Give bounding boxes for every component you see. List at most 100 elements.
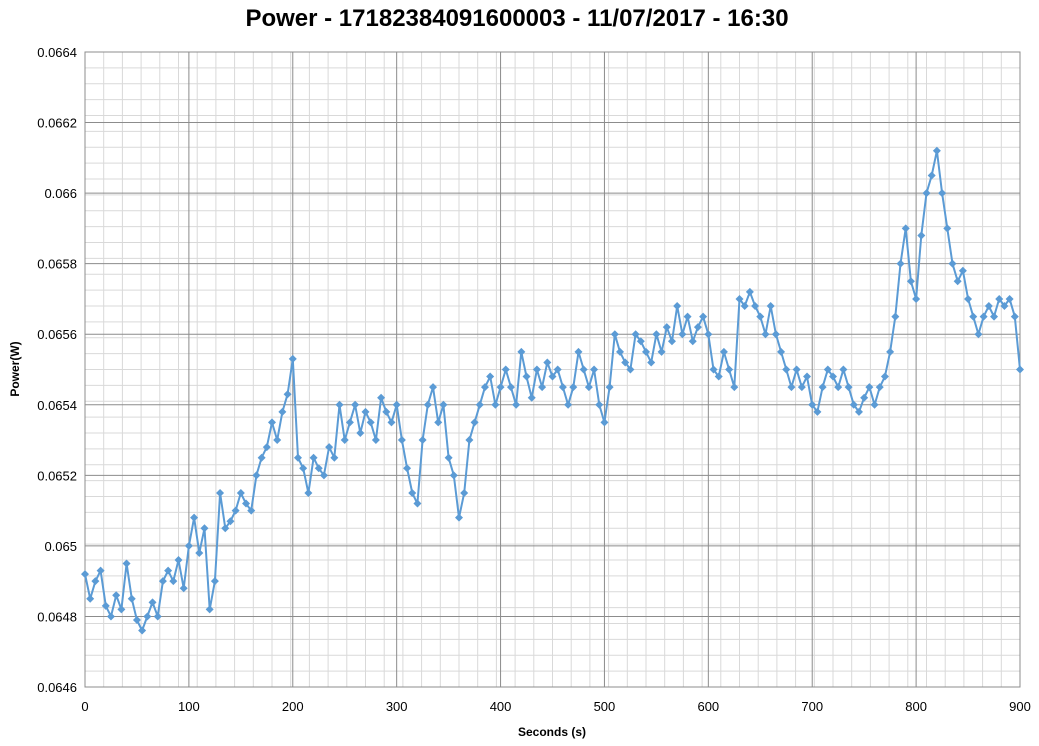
data-point-marker — [210, 577, 219, 586]
data-point-marker — [974, 330, 983, 339]
data-point-marker — [584, 383, 593, 392]
y-axis-label: Power(W) — [8, 341, 22, 396]
data-point-marker — [756, 312, 765, 321]
data-point-marker — [190, 513, 199, 522]
data-point-marker — [1000, 302, 1009, 310]
data-point-marker — [278, 407, 287, 416]
data-point-marker — [719, 347, 728, 356]
data-point-marker — [117, 605, 126, 614]
data-point-marker — [486, 372, 495, 381]
data-point-marker — [200, 524, 209, 533]
y-axis-ticks: 0.0646 0.0648 0.065 0.0652 0.0654 0.0656 0.065… — [37, 45, 77, 695]
data-point-marker — [418, 436, 427, 445]
data-point-marker — [730, 383, 739, 392]
data-point-marker — [501, 365, 510, 374]
x-tick-label: 100 — [178, 699, 200, 714]
data-point-marker — [268, 418, 276, 427]
data-point-marker — [465, 436, 474, 445]
data-point-marker — [179, 584, 188, 593]
x-tick-label: 0 — [81, 699, 88, 714]
data-point-marker — [673, 302, 682, 310]
data-point-marker — [803, 372, 812, 381]
data-point-marker — [927, 171, 936, 180]
data-point-marker — [122, 559, 131, 568]
data-point-marker — [1016, 365, 1024, 374]
data-point-marker — [605, 383, 614, 392]
data-point-marker — [283, 390, 292, 399]
data-point-marker — [938, 189, 947, 198]
x-tick-label: 600 — [697, 699, 719, 714]
data-point-marker — [221, 524, 230, 533]
data-point-marker — [252, 471, 261, 480]
data-point-marker — [849, 400, 858, 409]
data-point-marker — [917, 231, 926, 240]
data-point-marker — [81, 570, 89, 579]
data-point-marker — [491, 400, 500, 409]
data-point-marker — [543, 358, 552, 367]
data-point-marker — [740, 302, 749, 310]
data-point-marker — [579, 365, 588, 374]
data-point-marker — [574, 347, 583, 356]
data-point-marker — [309, 453, 318, 462]
data-point-marker — [288, 354, 297, 363]
data-point-marker — [429, 383, 438, 392]
data-point-marker — [330, 453, 339, 462]
data-point-marker — [470, 418, 479, 427]
data-point-marker — [751, 302, 760, 310]
data-point-marker — [195, 548, 204, 557]
data-point-marker — [397, 436, 406, 445]
data-point-marker — [880, 372, 889, 381]
data-point-marker — [96, 566, 105, 575]
data-point-marker — [319, 471, 328, 480]
data-point-marker — [408, 488, 417, 497]
data-point-marker — [174, 556, 183, 564]
data-point-marker — [969, 312, 978, 321]
y-tick-label: 0.0648 — [37, 609, 77, 624]
data-point-marker — [854, 407, 863, 416]
data-point-marker — [932, 146, 941, 155]
data-point-marker — [823, 365, 832, 374]
data-point-marker — [896, 259, 905, 268]
data-point-marker — [979, 312, 988, 321]
data-point-marker — [844, 383, 853, 392]
data-point-marker — [423, 400, 432, 409]
data-point-marker — [86, 594, 95, 603]
data-point-marker — [299, 464, 308, 473]
x-tick-label: 300 — [386, 699, 408, 714]
data-point-marker — [112, 591, 121, 600]
y-tick-label: 0.065 — [44, 539, 77, 554]
data-point-marker — [621, 358, 630, 367]
data-point-marker — [403, 464, 412, 473]
y-tick-label: 0.0656 — [37, 327, 77, 342]
data-point-marker — [995, 294, 1004, 303]
data-point-marker — [865, 383, 874, 392]
data-point-marker — [184, 541, 193, 550]
y-tick-label: 0.0658 — [37, 257, 77, 272]
data-point-marker — [704, 330, 713, 339]
x-axis-ticks: 0 100 200 300 400 500 600 700 800 900 — [81, 699, 1030, 714]
data-point-marker — [439, 400, 448, 409]
data-point-marker — [870, 400, 879, 409]
data-point-marker — [158, 577, 167, 586]
data-point-marker — [600, 418, 609, 427]
data-point-marker — [1005, 294, 1014, 303]
data-point-marker — [948, 259, 957, 268]
data-point-marker — [392, 400, 401, 409]
data-point-marker — [449, 471, 458, 480]
data-point-marker — [745, 287, 754, 296]
data-point-marker — [496, 383, 505, 392]
data-point-marker — [475, 400, 484, 409]
data-point-marker — [413, 499, 422, 508]
data-point-marker — [709, 365, 718, 374]
data-point-marker — [247, 506, 256, 515]
data-point-marker — [636, 337, 645, 346]
data-point-marker — [808, 400, 817, 409]
data-point-marker — [91, 577, 100, 586]
data-point-marker — [242, 499, 251, 508]
y-tick-label: 0.066 — [44, 186, 77, 201]
data-point-marker — [325, 443, 334, 452]
data-point-marker — [569, 383, 578, 392]
y-tick-label: 0.0646 — [37, 680, 77, 695]
data-point-marker — [231, 506, 240, 515]
data-point-marker — [356, 429, 365, 437]
